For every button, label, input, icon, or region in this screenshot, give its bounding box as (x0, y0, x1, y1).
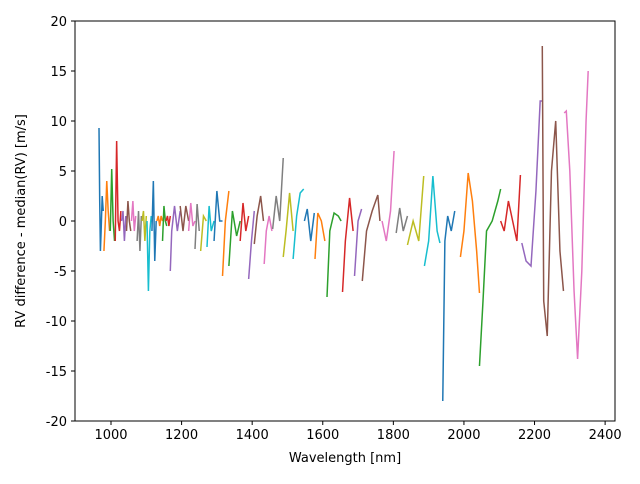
line-series (199, 213, 207, 252)
line-series (381, 150, 395, 242)
x-tick-label: 1400 (236, 428, 269, 443)
line-series (341, 197, 354, 293)
line-series (161, 205, 168, 242)
y-tick-label: -5 (54, 265, 67, 280)
x-tick-label: 1600 (306, 428, 339, 443)
line-series (206, 205, 215, 248)
line-series (120, 210, 127, 242)
y-tick-label: -15 (46, 365, 67, 380)
line-series (213, 190, 223, 242)
line-series (151, 180, 157, 262)
line-series (125, 200, 132, 232)
line-series (114, 140, 122, 242)
x-tick-label: 2400 (589, 428, 622, 443)
y-tick-label: 0 (59, 215, 67, 230)
line-series (165, 215, 172, 227)
line-series (521, 100, 543, 268)
line-series (253, 195, 265, 245)
line-series (228, 210, 241, 267)
line-series (303, 208, 316, 242)
line-series (395, 207, 409, 234)
line-series (282, 192, 294, 258)
line-series (109, 168, 116, 242)
line-series (221, 190, 230, 277)
y-tick-label: -10 (46, 315, 67, 330)
line-series (563, 70, 589, 360)
line-series (169, 205, 181, 272)
x-tick-label: 2000 (447, 428, 480, 443)
x-axis-label: Wavelength [nm] (289, 451, 401, 466)
line-series (136, 210, 143, 252)
line-series (292, 188, 305, 260)
line-series (247, 210, 256, 280)
line-series (103, 180, 111, 252)
x-tick-label: 1200 (165, 428, 198, 443)
line-series (459, 172, 481, 294)
line-series (271, 157, 284, 230)
line-series (361, 194, 381, 282)
y-tick-label: -20 (46, 415, 67, 430)
line-series (326, 211, 342, 298)
line-series (194, 203, 200, 250)
y-tick-label: 10 (50, 115, 67, 130)
line-series (98, 127, 104, 252)
y-axis-label: RV difference - median(RV) [m/s] (14, 114, 29, 328)
line-series (406, 175, 425, 246)
line-series (239, 202, 250, 242)
line-series (423, 175, 441, 267)
line-series (146, 215, 152, 292)
line-series (156, 215, 164, 227)
line-series (499, 174, 522, 242)
line-series (353, 208, 363, 277)
x-tick-label: 1000 (94, 428, 127, 443)
line-series (179, 205, 190, 232)
line-series (130, 200, 137, 232)
line-series (141, 210, 148, 242)
x-tick-label: 2200 (518, 428, 551, 443)
line-series (478, 188, 502, 367)
line-series (314, 212, 326, 260)
line-series (541, 45, 565, 337)
y-tick-label: 15 (50, 65, 67, 80)
y-tick-label: 5 (59, 165, 67, 180)
line-series (263, 215, 273, 265)
x-tick-label: 1800 (377, 428, 410, 443)
y-tick-label: 20 (50, 15, 67, 30)
line-series (187, 202, 196, 232)
line-series (442, 210, 456, 402)
plot-frame (74, 20, 616, 422)
